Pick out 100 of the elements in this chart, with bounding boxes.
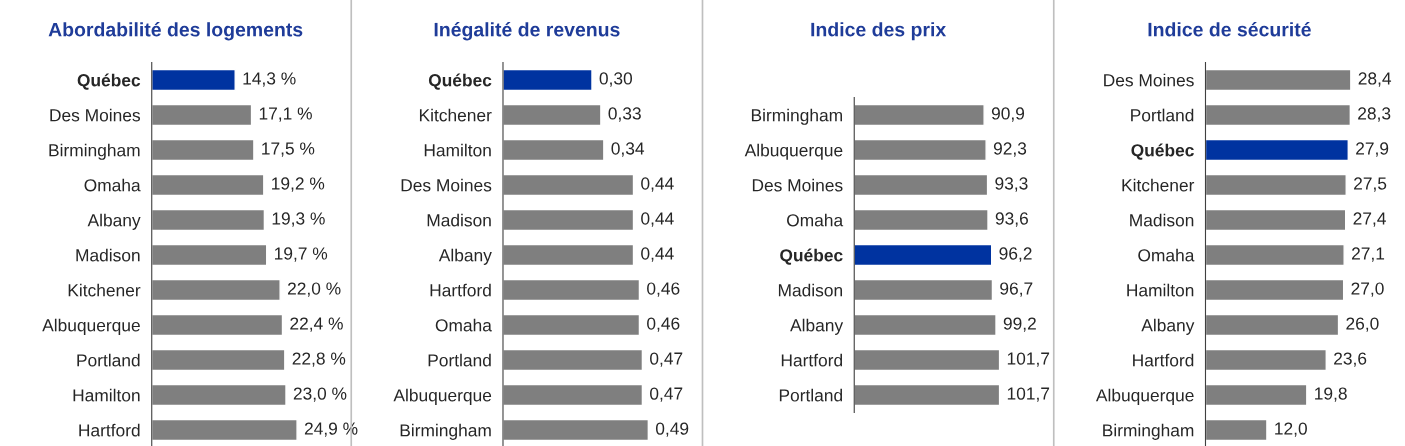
y-tick-label: Omaha [1138,248,1195,262]
bar [502,243,635,267]
bar [1205,383,1308,407]
data-label: 27,0 [1351,282,1384,297]
data-label: 22,0 % [287,282,341,297]
bar [502,313,641,337]
bar [1205,278,1345,302]
chart-title: Indice de sécurité [1148,21,1311,37]
bar [151,173,265,197]
y-tick-label: Portland [1131,108,1194,122]
y-tick-label: Albuquerque [393,388,492,405]
bar [151,383,287,407]
y-tick-label: Albany [790,318,844,335]
bar [1205,173,1347,197]
data-label: 17,1 % [259,107,312,122]
data-label: 22,8 % [292,352,346,367]
data-label: 14,3 % [243,72,296,87]
y-tick-label: Hamilton [424,143,491,157]
y-tick-label: Omaha [84,178,141,192]
data-label: 0,33 [608,107,641,122]
y-tick-label: Québec [1131,143,1194,160]
y-tick-label: Hartford [1133,353,1194,367]
y-tick-label: Portland [428,353,491,367]
bar [1205,243,1345,267]
y-tick-label: Hamilton [73,388,140,402]
data-label: 0,44 [641,247,674,262]
y-tick-label: Kitchener [68,283,141,297]
y-tick-label: Hartford [781,353,843,367]
data-label: 0,49 [655,422,689,437]
y-tick-label: Portland [77,353,140,367]
bar [1205,138,1349,162]
data-label: 24,9 % [304,422,358,437]
bar [502,173,635,197]
data-label: 96,2 [999,247,1032,262]
bar [1205,208,1347,232]
y-tick-label: Québec [780,248,843,265]
data-label: 17,5 % [262,142,315,157]
data-label: 27,5 [1354,177,1387,192]
bar [502,383,644,407]
chart-title: Inégalité de revenus [434,22,620,41]
bar [502,68,593,92]
data-label: 92,3 [993,142,1027,157]
bar [151,278,281,302]
y-tick-label: Kitchener [419,108,492,122]
data-label: 28,3 [1358,107,1391,122]
data-label: 19,7 % [275,247,328,262]
data-label: 27,1 [1352,247,1385,262]
y-tick-label: Des Moines [401,178,492,192]
y-tick-label: Des Moines [50,108,141,122]
y-tick-label: Portland [779,388,843,402]
bar [151,348,286,372]
bar [151,208,266,232]
bar [151,103,253,127]
bar [1205,313,1340,337]
chart-title: Abordabilité des logements [48,22,303,41]
y-tick-label: Albany [87,213,141,230]
data-label: 27,4 [1353,212,1386,227]
data-label: 0,46 [647,317,680,332]
data-label: 28,4 [1358,72,1392,87]
data-label: 0,34 [611,142,645,157]
y-tick-label: Madison [427,213,491,227]
data-label: 0,46 [647,282,680,297]
data-label: 0,44 [641,177,674,192]
y-tick-label: Hartford [79,423,140,437]
data-label: 0,47 [650,352,683,367]
y-tick-label: Hartford [430,283,491,297]
data-label: 90,9 [991,107,1025,122]
bar [1205,348,1327,372]
data-label: 101,7 [1007,387,1050,402]
data-label: 93,6 [995,212,1028,227]
chart-title: Indice des prix [811,22,947,41]
bar [502,278,641,302]
y-tick-label: Hamilton [1127,283,1194,297]
bar [1205,68,1352,92]
y-tick-label: Albany [1141,318,1195,335]
data-label: 93,3 [995,177,1028,192]
y-tick-label: Albany [438,248,492,265]
data-label: 23,6 [1334,352,1367,367]
data-label: 101,7 [1007,352,1050,367]
bar [502,138,605,162]
y-tick-label: Madison [778,283,843,297]
data-label: 27,9 [1356,142,1389,157]
y-tick-label: Albuquerque [42,318,140,335]
bar [502,103,602,127]
y-tick-label: Birmingham [49,143,140,160]
data-label: 19,2 % [272,177,325,192]
bar [151,243,268,267]
y-tick-label: Québec [428,73,492,90]
y-tick-label: Albuquerque [744,143,843,160]
bar [1205,418,1268,442]
y-tick-label: Madison [1130,213,1194,227]
y-tick-label: Madison [76,248,140,262]
data-label: 0,47 [650,387,683,402]
data-label: 0,44 [641,212,674,227]
data-label: 12,0 [1275,422,1307,437]
y-tick-label: Birmingham [400,423,491,440]
y-tick-label: Albuquerque [1095,388,1194,405]
bar [151,68,236,92]
y-tick-label: Québec [77,73,141,90]
bar [502,208,635,232]
